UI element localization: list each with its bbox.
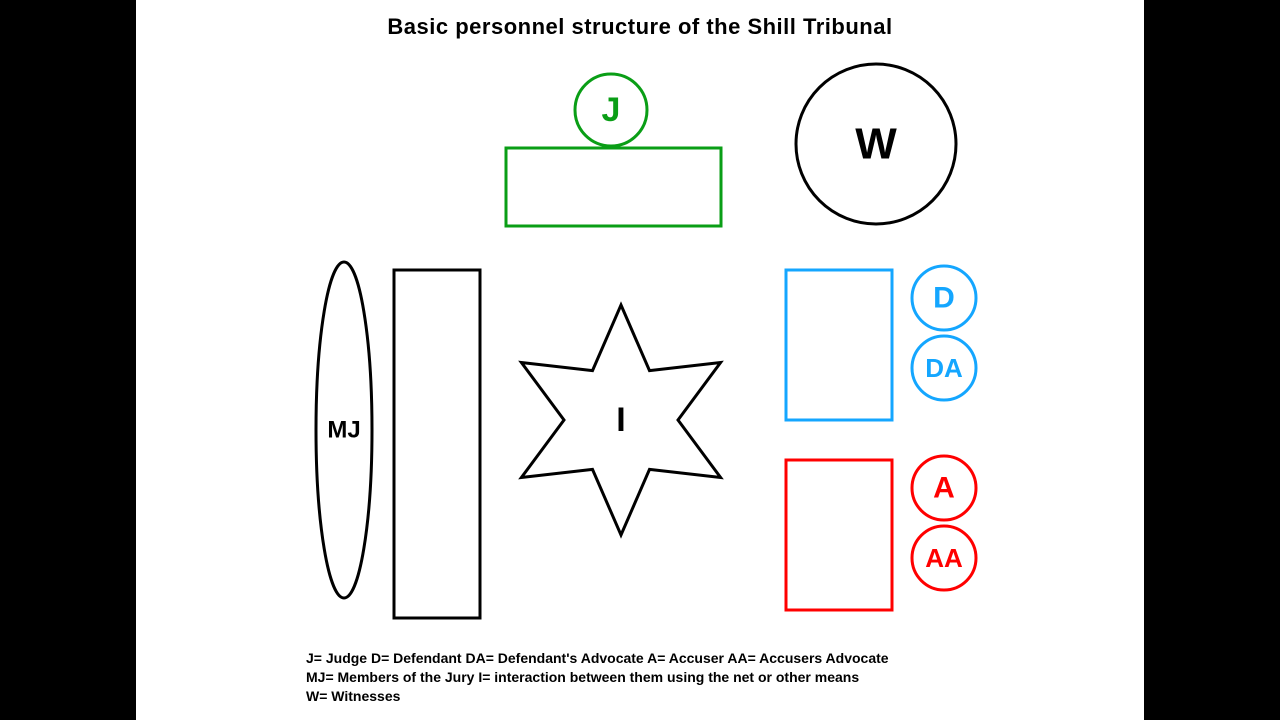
defendant-circle-label: D (933, 282, 955, 315)
diagram-svg: JWMJIDDAAAA (136, 0, 1144, 720)
legend-line-1: J= Judge D= Defendant DA= Defendant's Ad… (306, 649, 889, 668)
accuser-table-rect (786, 460, 892, 610)
legend-line-3: W= Witnesses (306, 687, 889, 706)
jury-ellipse-label: MJ (327, 417, 360, 444)
judge-bench-rect (506, 148, 721, 226)
legend-line-2: MJ= Members of the Jury I= interaction b… (306, 668, 889, 687)
interaction-star-label: I (616, 401, 625, 439)
witnesses-circle-label: W (855, 120, 897, 169)
accuser-advocate-circle-label: AA (925, 543, 963, 573)
defendant-table-rect (786, 270, 892, 420)
accuser-circle-label: A (933, 472, 955, 505)
jury-box-rect (394, 270, 480, 618)
diagram-canvas: Basic personnel structure of the Shill T… (136, 0, 1144, 720)
judge-circle-label: J (602, 91, 621, 129)
defendant-advocate-circle-label: DA (925, 353, 963, 383)
legend-block: J= Judge D= Defendant DA= Defendant's Ad… (306, 649, 889, 706)
